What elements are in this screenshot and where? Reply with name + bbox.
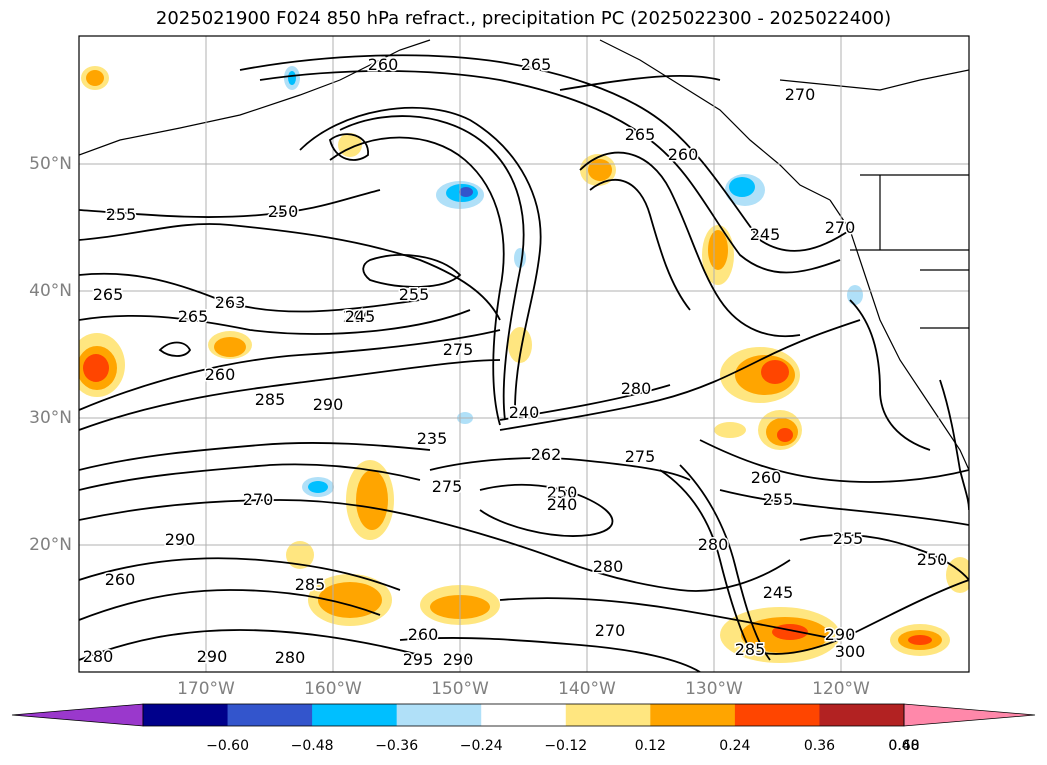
colorbar-tick-label: −0.36 <box>375 738 419 754</box>
colorbar-tick-label: 0.12 <box>634 738 666 754</box>
contour-label: 290 <box>825 625 856 644</box>
colorbar-tick-label: 0.60 <box>888 738 920 754</box>
contour-label: 263 <box>215 293 246 312</box>
lon-label-170w: 170°W <box>177 679 235 699</box>
contour-label: 250 <box>268 202 299 221</box>
lat-label-40n: 40°N <box>29 281 72 301</box>
colorbar-tick-label: −0.24 <box>459 738 503 754</box>
contour-label: 262 <box>531 445 562 464</box>
colorbar-tick-label: −0.12 <box>544 738 588 754</box>
contour-label: 250 <box>547 483 578 502</box>
contour-label: 285 <box>295 575 326 594</box>
contour-label: 290 <box>165 530 196 549</box>
contour-label: 290 <box>443 650 474 669</box>
contour-label: 245 <box>345 307 376 326</box>
contour-label: 290 <box>313 395 344 414</box>
lon-label-160w: 160°W <box>304 679 362 699</box>
lon-label-120w: 120°W <box>812 679 870 699</box>
contour-label: 265 <box>521 55 552 74</box>
contour-label: 280 <box>83 647 114 666</box>
contour-label: 280 <box>593 557 624 576</box>
contour-label: 280 <box>698 535 729 554</box>
contour-label: 255 <box>763 490 794 509</box>
contour-label: 285 <box>255 390 286 409</box>
contour-label: 275 <box>625 447 656 466</box>
lat-label-20n: 20°N <box>29 535 72 555</box>
contour-label: 240 <box>547 495 578 514</box>
map-title: 2025021900 F024 850 hPa refract., precip… <box>155 8 892 29</box>
contour-label: 280 <box>621 379 652 398</box>
colorbar-tick-label: 0.48 <box>888 738 920 754</box>
contour-label: 265 <box>178 307 209 326</box>
contour-label: 240 <box>509 403 540 422</box>
gridlines <box>79 36 969 672</box>
contour-label: 270 <box>825 218 856 237</box>
contour-label: 255 <box>106 205 137 224</box>
contour-label: 255 <box>833 529 864 548</box>
contour-label: 260 <box>105 570 136 589</box>
contour-label: 270 <box>595 621 626 640</box>
lat-label-50n: 50°N <box>29 154 72 174</box>
colorbar-tick-label: −0.60 <box>206 738 249 754</box>
contour-label: 260 <box>668 145 699 164</box>
contour-label: 270 <box>785 85 816 104</box>
lon-label-130w: 130°W <box>685 679 743 699</box>
precipitation-shading <box>79 66 969 663</box>
contour-label: 285 <box>735 640 766 659</box>
contour-label: 235 <box>417 429 448 448</box>
lon-label-140w: 140°W <box>558 679 616 699</box>
contour-label: 260 <box>408 625 439 644</box>
colorbar-tick-label: 0.24 <box>719 738 751 754</box>
contour-label: 270 <box>243 490 274 509</box>
lat-label-30n: 30°N <box>29 408 72 428</box>
contour-label: 245 <box>763 583 794 602</box>
contour-label: 260 <box>751 468 782 487</box>
contour-label: 290 <box>197 647 228 666</box>
lon-label-150w: 150°W <box>431 679 489 699</box>
contour-label: 265 <box>93 285 124 304</box>
colorbar-tick-label: −0.48 <box>290 738 334 754</box>
contour-label: 260 <box>205 365 236 384</box>
contour-label: 265 <box>625 125 656 144</box>
contour-label: 260 <box>368 55 399 74</box>
contour-label: 250 <box>917 550 948 569</box>
contour-label: 260 <box>343 307 374 326</box>
colorbar-tick-label: 0.36 <box>803 738 836 754</box>
contour-label: 295 <box>403 650 434 669</box>
refractivity-contours <box>79 54 969 672</box>
contour-label: 275 <box>443 340 474 359</box>
contour-label: 255 <box>399 285 430 304</box>
contour-label: 300 <box>835 642 866 661</box>
contour-label: 275 <box>432 477 463 496</box>
contour-label: 280 <box>275 648 306 667</box>
contour-label: 245 <box>750 225 781 244</box>
contour-label: 295 <box>443 650 474 669</box>
